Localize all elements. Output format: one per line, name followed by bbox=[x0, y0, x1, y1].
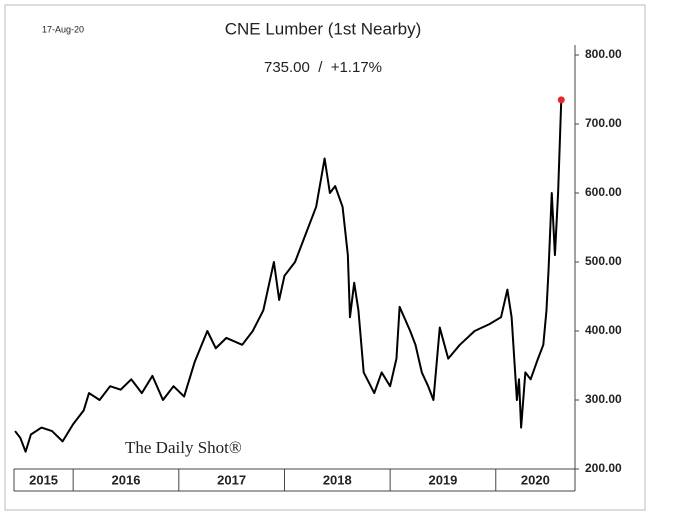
x-period-label: 2019 bbox=[428, 472, 457, 487]
y-tick-label: 300.00 bbox=[585, 392, 622, 406]
x-period-label: 2020 bbox=[521, 472, 550, 487]
y-tick-label: 600.00 bbox=[585, 185, 622, 199]
frame bbox=[4, 4, 646, 511]
x-period-label: 2018 bbox=[323, 472, 352, 487]
watermark: The Daily Shot® bbox=[125, 438, 242, 457]
chart-title: CNE Lumber (1st Nearby) bbox=[225, 19, 422, 38]
y-tick-label: 500.00 bbox=[585, 254, 622, 268]
y-tick-label: 200.00 bbox=[585, 461, 622, 475]
chart-subtitle: 735.00 / +1.17% bbox=[264, 59, 382, 76]
date-label: 17-Aug-20 bbox=[42, 24, 84, 34]
x-period-label: 2015 bbox=[29, 472, 58, 487]
y-tick-label: 700.00 bbox=[585, 116, 622, 130]
last-point bbox=[557, 96, 565, 104]
x-period-label: 2016 bbox=[112, 472, 141, 487]
x-period-label: 2017 bbox=[217, 472, 246, 487]
price-line bbox=[14, 99, 563, 453]
y-tick-label: 400.00 bbox=[585, 323, 622, 337]
y-tick-label: 800.00 bbox=[585, 47, 622, 61]
